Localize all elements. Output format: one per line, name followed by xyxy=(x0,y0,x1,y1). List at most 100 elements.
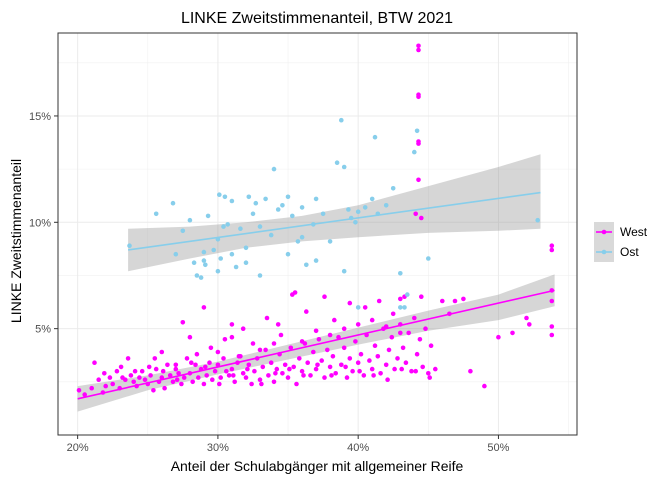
data-point-west xyxy=(291,364,297,370)
data-point-west xyxy=(114,368,120,374)
data-point-ost xyxy=(369,196,375,202)
data-point-west xyxy=(333,371,339,376)
data-point-west xyxy=(325,347,330,353)
data-point-west xyxy=(246,362,252,368)
data-point-west xyxy=(174,377,180,383)
data-point-ost xyxy=(253,200,259,206)
data-point-west xyxy=(299,368,305,374)
data-point-west xyxy=(383,362,389,368)
data-point-west xyxy=(264,315,270,321)
data-point-west xyxy=(257,377,263,383)
data-point-west xyxy=(332,317,337,323)
data-point-west xyxy=(416,43,421,49)
data-point-ost xyxy=(398,271,403,276)
data-point-west xyxy=(203,364,208,370)
data-point-west xyxy=(341,345,347,351)
data-point-west xyxy=(468,368,473,374)
data-point-ost xyxy=(414,128,420,134)
data-point-ost xyxy=(218,256,223,261)
data-point-ost xyxy=(243,245,249,251)
data-point-west xyxy=(336,334,341,340)
data-point-west xyxy=(229,334,235,340)
data-point-west xyxy=(159,349,165,355)
data-point-west xyxy=(369,366,375,372)
data-point-west xyxy=(413,368,419,374)
data-point-west xyxy=(423,326,428,332)
data-point-ost xyxy=(412,149,417,155)
data-point-west xyxy=(245,366,250,372)
data-point-west xyxy=(176,371,181,376)
data-point-west xyxy=(201,381,207,387)
data-point-ost xyxy=(201,258,207,263)
data-point-ost xyxy=(405,292,410,297)
data-point-west xyxy=(190,379,195,385)
data-point-west xyxy=(229,322,235,327)
data-point-west xyxy=(313,366,319,372)
data-point-west xyxy=(319,358,325,363)
data-point-west xyxy=(162,385,167,391)
data-point-west xyxy=(358,351,364,357)
data-point-west xyxy=(329,373,334,378)
data-point-west xyxy=(252,368,257,374)
data-point-west xyxy=(139,368,145,374)
data-point-west xyxy=(92,360,97,366)
data-point-west xyxy=(249,381,254,387)
data-point-west xyxy=(271,379,277,385)
data-point-west xyxy=(416,47,421,53)
data-point-west xyxy=(118,364,124,370)
data-point-west xyxy=(294,381,299,387)
data-point-west xyxy=(355,360,361,366)
data-point-west xyxy=(224,368,229,374)
data-point-west xyxy=(125,356,131,361)
data-point-west xyxy=(496,334,501,340)
data-point-west xyxy=(263,347,268,353)
data-point-west xyxy=(327,332,333,338)
chart-title: LINKE Zweitstimmenanteil, BTW 2021 xyxy=(181,10,453,27)
data-point-west xyxy=(179,381,184,387)
data-point-ost xyxy=(362,205,368,210)
data-point-ost xyxy=(383,203,389,208)
data-point-west xyxy=(510,330,515,336)
data-point-west xyxy=(367,358,372,363)
data-point-west xyxy=(280,371,285,376)
data-point-ost xyxy=(173,251,179,257)
data-point-west xyxy=(260,364,266,370)
data-point-west xyxy=(189,360,194,366)
data-point-west xyxy=(218,375,223,380)
data-point-west xyxy=(103,383,108,389)
data-point-ost xyxy=(355,209,361,214)
data-point-west xyxy=(412,315,417,321)
data-point-west xyxy=(413,211,419,217)
data-point-ost xyxy=(229,198,235,204)
data-point-west xyxy=(327,364,333,370)
x-tick-label: 50% xyxy=(487,442,509,454)
data-point-ost xyxy=(180,228,186,234)
data-point-west xyxy=(226,373,232,378)
data-point-west xyxy=(398,330,403,336)
data-point-west xyxy=(452,298,458,304)
data-point-ost xyxy=(313,258,319,263)
data-point-ost xyxy=(280,203,285,208)
data-point-west xyxy=(273,371,278,376)
data-point-west xyxy=(299,339,305,344)
data-point-ost xyxy=(299,205,305,210)
data-point-ost xyxy=(285,251,291,257)
data-point-ost xyxy=(304,262,309,268)
data-point-west xyxy=(210,377,215,383)
data-point-ost xyxy=(205,213,211,219)
data-point-west xyxy=(376,298,382,304)
data-point-west xyxy=(152,356,158,361)
data-point-ost xyxy=(299,234,305,240)
data-point-west xyxy=(146,364,152,370)
data-point-west xyxy=(343,364,348,370)
data-point-west xyxy=(372,343,378,349)
data-point-west xyxy=(282,362,288,368)
x-tick-label: 40% xyxy=(347,442,369,454)
data-point-ost xyxy=(372,134,378,140)
data-point-west xyxy=(274,366,280,372)
data-point-ost xyxy=(313,196,319,202)
data-point-west xyxy=(355,322,361,327)
data-point-ost xyxy=(285,194,291,200)
data-point-west xyxy=(322,294,327,300)
